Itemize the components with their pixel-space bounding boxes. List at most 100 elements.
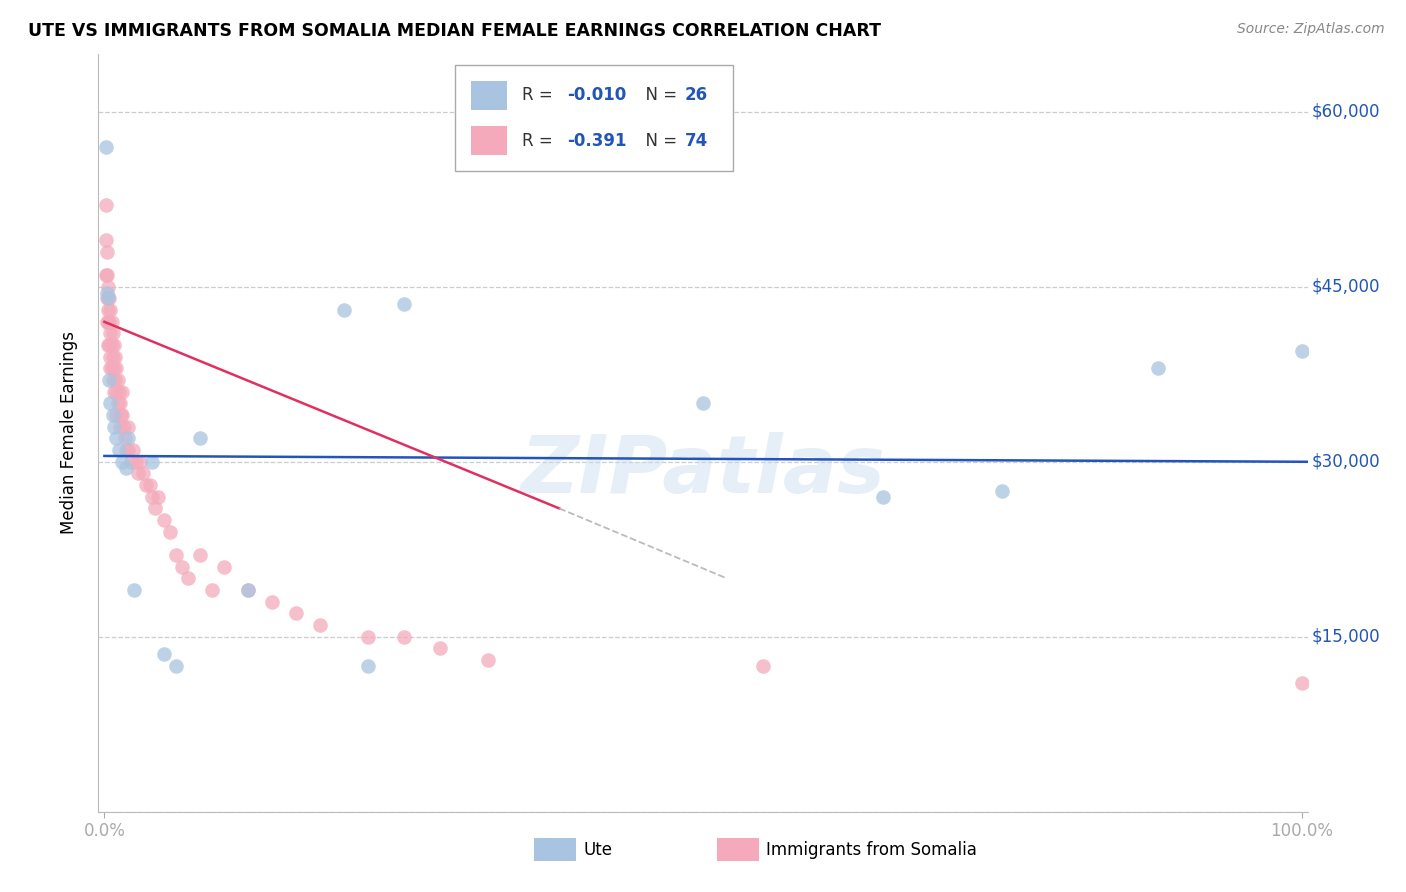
Point (103, 361, 125, 376)
Point (107, 373, 129, 387)
Point (100, 361, 122, 376)
Point (96, 268, 118, 282)
Point (98, 338, 121, 352)
Point (236, 583, 259, 598)
Point (114, 432, 136, 446)
Point (117, 432, 139, 446)
Point (212, 559, 235, 574)
Point (111, 455, 134, 469)
Point (153, 647, 176, 661)
Point (103, 338, 125, 352)
Point (172, 559, 194, 574)
Point (103, 384, 125, 399)
Point (139, 478, 162, 492)
Text: -0.391: -0.391 (568, 132, 627, 150)
Point (105, 361, 128, 376)
Text: R =: R = (522, 87, 558, 104)
Point (1147, 361, 1170, 376)
Text: $60,000: $60,000 (1312, 103, 1379, 120)
Point (135, 478, 157, 492)
Point (429, 641, 451, 656)
Text: Immigrants from Somalia: Immigrants from Somalia (766, 840, 977, 859)
Point (105, 408, 128, 422)
Point (96, 285, 118, 300)
Point (98, 292, 121, 306)
Text: R =: R = (522, 132, 558, 150)
Point (132, 467, 155, 481)
Point (141, 455, 163, 469)
Text: 26: 26 (685, 87, 709, 104)
Point (153, 513, 176, 527)
Text: $30,000: $30,000 (1312, 453, 1379, 471)
Point (97, 338, 120, 352)
Point (96, 292, 118, 306)
Text: 74: 74 (685, 132, 709, 150)
Point (120, 455, 142, 469)
Text: $15,000: $15,000 (1312, 628, 1379, 646)
Point (108, 396, 131, 410)
Point (127, 467, 149, 481)
Point (117, 443, 139, 458)
Point (284, 607, 307, 621)
Point (97, 280, 120, 294)
Point (752, 659, 775, 673)
Point (1291, 343, 1313, 358)
Point (107, 396, 129, 410)
Point (309, 618, 332, 632)
Point (236, 583, 259, 598)
Point (100, 326, 122, 341)
Point (103, 419, 125, 434)
Point (108, 419, 131, 434)
Point (107, 443, 129, 458)
Point (872, 490, 894, 504)
Point (100, 303, 122, 318)
Point (159, 524, 181, 539)
Text: $45,000: $45,000 (1312, 277, 1379, 296)
Point (98, 373, 121, 387)
Point (260, 595, 283, 609)
Point (100, 396, 122, 410)
FancyBboxPatch shape (456, 65, 734, 171)
Point (143, 501, 166, 516)
Point (188, 432, 211, 446)
Point (124, 455, 146, 469)
Text: N =: N = (636, 132, 683, 150)
Point (165, 659, 187, 673)
Point (357, 630, 380, 644)
Text: -0.010: -0.010 (568, 87, 627, 104)
Point (111, 408, 134, 422)
Point (115, 443, 138, 458)
Point (101, 373, 124, 387)
Point (392, 630, 415, 644)
Point (117, 419, 139, 434)
Point (100, 315, 122, 329)
Point (110, 408, 132, 422)
Point (357, 659, 380, 673)
Point (188, 548, 211, 562)
Text: N =: N = (636, 87, 683, 104)
Point (991, 483, 1014, 498)
Point (94, 233, 117, 247)
Point (129, 455, 152, 469)
Text: ZIPatlas: ZIPatlas (520, 432, 886, 509)
Text: Source: ZipAtlas.com: Source: ZipAtlas.com (1237, 22, 1385, 37)
Point (104, 373, 127, 387)
Point (96, 315, 118, 329)
Point (107, 384, 129, 399)
Point (201, 583, 224, 598)
Point (94, 268, 117, 282)
Point (124, 583, 146, 598)
Point (94, 140, 117, 154)
Point (94, 198, 117, 212)
Point (101, 326, 124, 341)
Point (100, 361, 122, 376)
Point (100, 350, 122, 364)
Point (105, 432, 128, 446)
Point (104, 350, 127, 364)
Point (96, 244, 118, 259)
Point (101, 350, 124, 364)
Point (100, 338, 122, 352)
Bar (471, 127, 508, 155)
Text: Ute: Ute (583, 840, 613, 859)
Point (97, 315, 120, 329)
